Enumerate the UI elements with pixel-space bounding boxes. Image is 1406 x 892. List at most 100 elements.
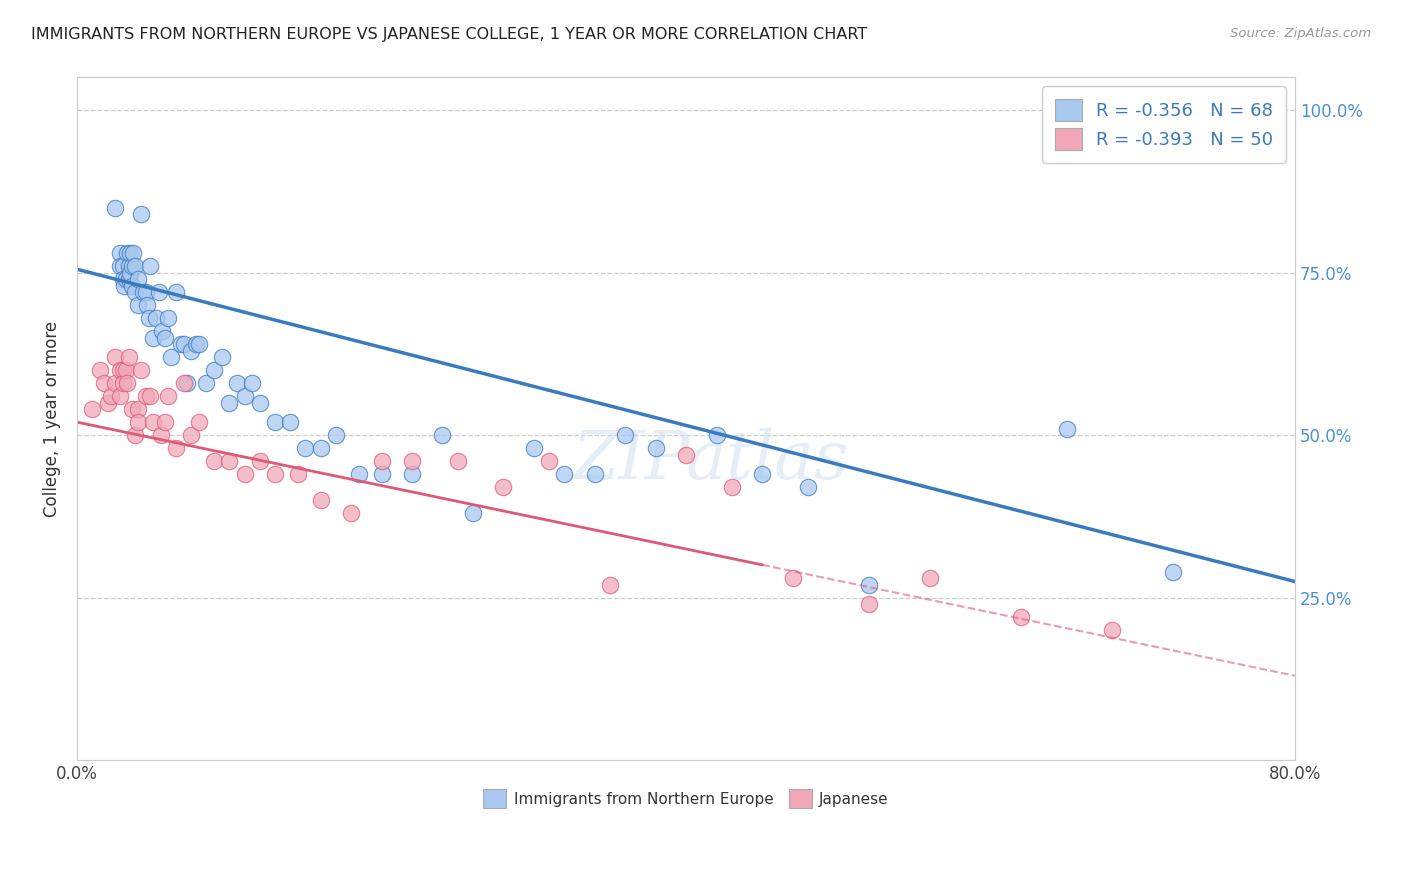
Point	[180, 343, 202, 358]
Point	[165, 285, 187, 299]
Point	[157, 389, 180, 403]
Point	[142, 415, 165, 429]
Point	[139, 389, 162, 403]
Point	[111, 363, 134, 377]
Point	[111, 259, 134, 273]
Point	[187, 337, 209, 351]
Point	[157, 311, 180, 326]
Point	[401, 467, 423, 482]
Point	[1010, 610, 1032, 624]
Point	[797, 480, 820, 494]
Point	[93, 376, 115, 391]
Point	[347, 467, 370, 482]
Point	[706, 428, 728, 442]
Point	[218, 395, 240, 409]
Point	[294, 441, 316, 455]
Point	[644, 441, 666, 455]
Point	[309, 493, 332, 508]
Point	[218, 454, 240, 468]
Point	[111, 272, 134, 286]
Point	[675, 448, 697, 462]
Point	[135, 389, 157, 403]
Point	[1161, 565, 1184, 579]
Point	[340, 506, 363, 520]
Point	[918, 571, 941, 585]
Point	[148, 285, 170, 299]
Point	[583, 467, 606, 482]
Point	[1056, 422, 1078, 436]
Point	[120, 266, 142, 280]
Point	[599, 578, 621, 592]
Point	[173, 337, 195, 351]
Point	[720, 480, 742, 494]
Point	[370, 467, 392, 482]
Point	[176, 376, 198, 391]
Point	[117, 246, 139, 260]
Point	[155, 415, 177, 429]
Point	[249, 454, 271, 468]
Point	[124, 259, 146, 273]
Point	[104, 201, 127, 215]
Point	[165, 441, 187, 455]
Point	[233, 389, 256, 403]
Point	[370, 454, 392, 468]
Point	[121, 259, 143, 273]
Point	[240, 376, 263, 391]
Point	[264, 467, 287, 482]
Point	[226, 376, 249, 391]
Point	[523, 441, 546, 455]
Point	[325, 428, 347, 442]
Point	[136, 298, 159, 312]
Point	[145, 311, 167, 326]
Point	[614, 428, 637, 442]
Y-axis label: College, 1 year or more: College, 1 year or more	[44, 321, 60, 517]
Point	[108, 259, 131, 273]
Point	[264, 415, 287, 429]
Point	[121, 402, 143, 417]
Point	[553, 467, 575, 482]
Point	[82, 402, 104, 417]
Point	[127, 298, 149, 312]
Point	[129, 207, 152, 221]
Point	[104, 350, 127, 364]
Legend: Immigrants from Northern Europe, Japanese: Immigrants from Northern Europe, Japanes…	[477, 783, 896, 814]
Point	[142, 330, 165, 344]
Point	[127, 415, 149, 429]
Point	[139, 259, 162, 273]
Text: IMMIGRANTS FROM NORTHERN EUROPE VS JAPANESE COLLEGE, 1 YEAR OR MORE CORRELATION : IMMIGRANTS FROM NORTHERN EUROPE VS JAPAN…	[31, 27, 868, 42]
Text: ZIPatlas: ZIPatlas	[572, 427, 849, 492]
Point	[184, 337, 207, 351]
Point	[131, 285, 153, 299]
Point	[114, 363, 136, 377]
Point	[117, 376, 139, 391]
Point	[122, 246, 145, 260]
Point	[782, 571, 804, 585]
Point	[150, 324, 173, 338]
Point	[169, 337, 191, 351]
Point	[118, 259, 141, 273]
Point	[249, 395, 271, 409]
Point	[202, 454, 225, 468]
Point	[108, 363, 131, 377]
Point	[112, 278, 135, 293]
Point	[108, 389, 131, 403]
Point	[401, 454, 423, 468]
Point	[858, 597, 880, 611]
Point	[461, 506, 484, 520]
Point	[858, 578, 880, 592]
Point	[114, 272, 136, 286]
Point	[309, 441, 332, 455]
Point	[104, 376, 127, 391]
Point	[751, 467, 773, 482]
Point	[180, 428, 202, 442]
Point	[173, 376, 195, 391]
Point	[121, 278, 143, 293]
Point	[287, 467, 309, 482]
Point	[138, 311, 160, 326]
Point	[129, 363, 152, 377]
Point	[135, 285, 157, 299]
Point	[195, 376, 218, 391]
Point	[100, 389, 122, 403]
Point	[149, 428, 172, 442]
Point	[211, 350, 233, 364]
